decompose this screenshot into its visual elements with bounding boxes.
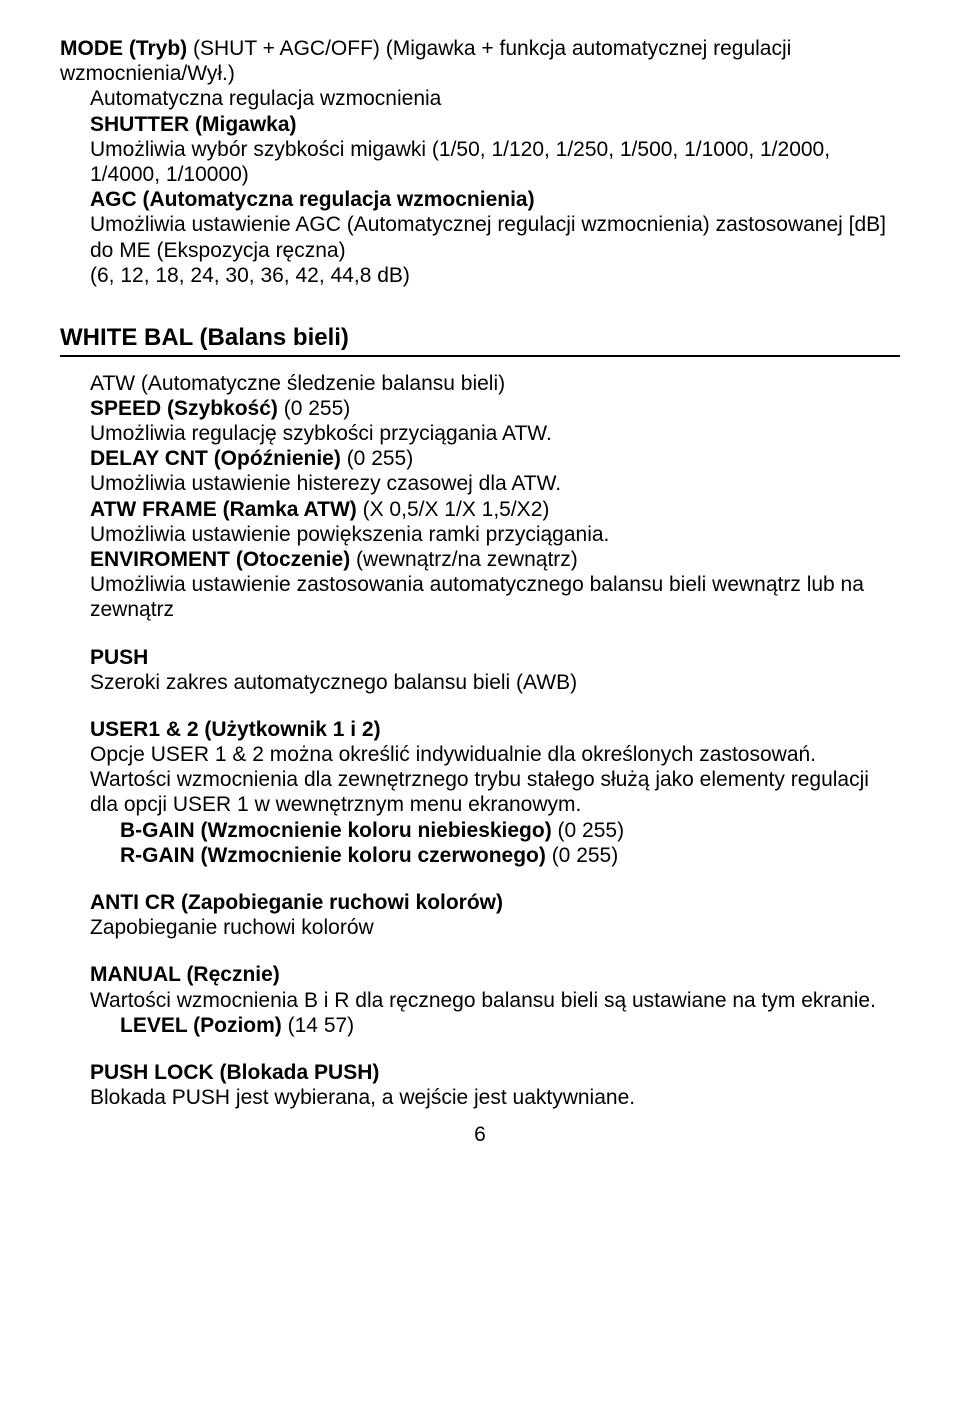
mode-label: MODE (Tryb) (60, 37, 187, 60)
rgain-range: (0 255) (546, 844, 618, 867)
mode-line: MODE (Tryb) (SHUT + AGC/OFF) (Migawka + … (60, 36, 900, 86)
level-line: LEVEL (Poziom) (14 57) (120, 1013, 900, 1038)
anticr-section: ANTI CR (Zapobieganie ruchowi kolorów) Z… (90, 890, 900, 940)
level-label: LEVEL (Poziom) (120, 1014, 282, 1037)
rgain-label: R-GAIN (Wzmocnienie koloru czerwonego) (120, 844, 546, 867)
bgain-range: (0 255) (552, 819, 624, 842)
auto-heading: Automatyczna regulacja wzmocnienia (90, 86, 900, 111)
manual-section: MANUAL (Ręcznie) Wartości wzmocnienia B … (90, 962, 900, 1038)
agc-desc2: (6, 12, 18, 24, 30, 36, 42, 44,8 dB) (90, 263, 900, 288)
pushlock-desc: Blokada PUSH jest wybierana, a wejście j… (90, 1085, 900, 1110)
pushlock-label: PUSH LOCK (Blokada PUSH) (90, 1060, 900, 1085)
shutter-line: SHUTTER (Migawka) (90, 112, 900, 137)
user-label: USER1 & 2 (Użytkownik 1 i 2) (90, 717, 900, 742)
rgain-line: R-GAIN (Wzmocnienie koloru czerwonego) (… (120, 843, 900, 868)
delay-line: DELAY CNT (Opóźnienie) (0 255) (90, 446, 900, 471)
push-desc: Szeroki zakres automatycznego balansu bi… (90, 670, 900, 695)
bgain-line: B-GAIN (Wzmocnienie koloru niebieskiego)… (120, 818, 900, 843)
frame-line: ATW FRAME (Ramka ATW) (X 0,5/X 1/X 1,5/X… (90, 497, 900, 522)
agc-line: AGC (Automatyczna regulacja wzmocnienia) (90, 187, 900, 212)
mode-section: MODE (Tryb) (SHUT + AGC/OFF) (Migawka + … (60, 36, 900, 288)
atw-heading: ATW (Automatyczne śledzenie balansu biel… (90, 371, 900, 396)
white-bal-heading: WHITE BAL (Balans bieli) (60, 324, 900, 357)
agc-desc1: Umożliwia ustawienie AGC (Automatycznej … (90, 212, 900, 262)
speed-desc: Umożliwia regulację szybkości przyciągan… (90, 421, 900, 446)
env-label: ENVIROMENT (Otoczenie) (90, 548, 350, 571)
shutter-label: SHUTTER (Migawka) (90, 113, 297, 136)
level-range: (14 57) (282, 1014, 354, 1037)
user-section: USER1 & 2 (Użytkownik 1 i 2) Opcje USER … (90, 717, 900, 868)
env-desc: Umożliwia ustawienie zastosowania automa… (90, 572, 900, 622)
pushlock-section: PUSH LOCK (Blokada PUSH) Blokada PUSH je… (90, 1060, 900, 1110)
env-line: ENVIROMENT (Otoczenie) (wewnątrz/na zewn… (90, 547, 900, 572)
delay-desc: Umożliwia ustawienie histerezy czasowej … (90, 471, 900, 496)
frame-label: ATW FRAME (Ramka ATW) (90, 498, 357, 521)
delay-label: DELAY CNT (Opóźnienie) (90, 447, 341, 470)
push-section: PUSH Szeroki zakres automatycznego balan… (90, 645, 900, 695)
delay-range: (0 255) (341, 447, 413, 470)
push-label: PUSH (90, 645, 900, 670)
anticr-desc: Zapobieganie ruchowi kolorów (90, 915, 900, 940)
user-desc: Opcje USER 1 & 2 można określić indywidu… (90, 742, 900, 818)
manual-desc: Wartości wzmocnienia B i R dla ręcznego … (90, 988, 900, 1013)
speed-label: SPEED (Szybkość) (90, 397, 278, 420)
bgain-label: B-GAIN (Wzmocnienie koloru niebieskiego) (120, 819, 552, 842)
frame-range: (X 0,5/X 1/X 1,5/X2) (357, 498, 550, 521)
anticr-label: ANTI CR (Zapobieganie ruchowi kolorów) (90, 890, 900, 915)
frame-desc: Umożliwia ustawienie powiększenia ramki … (90, 522, 900, 547)
shutter-desc: Umożliwia wybór szybkości migawki (1/50,… (90, 137, 900, 187)
atw-section: ATW (Automatyczne śledzenie balansu biel… (90, 371, 900, 623)
speed-line: SPEED (Szybkość) (0 255) (90, 396, 900, 421)
manual-label: MANUAL (Ręcznie) (90, 962, 900, 987)
agc-label: AGC (Automatyczna regulacja wzmocnienia) (90, 188, 535, 211)
speed-range: (0 255) (278, 397, 350, 420)
page-number: 6 (60, 1122, 900, 1147)
env-range: (wewnątrz/na zewnątrz) (350, 548, 578, 571)
